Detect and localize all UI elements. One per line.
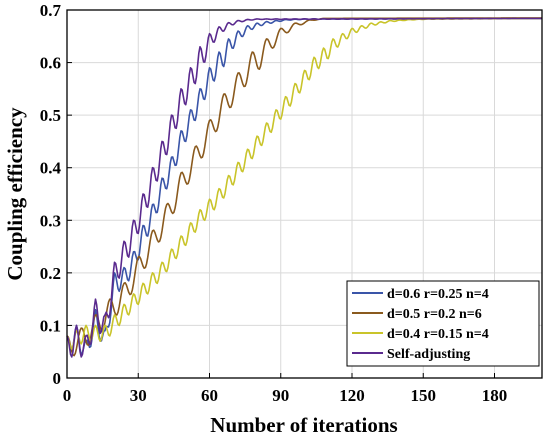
x-tick-label-5: 150 <box>411 386 437 405</box>
x-tick-label-1: 30 <box>130 386 147 405</box>
series-layer <box>66 17 543 358</box>
series-line-3 <box>66 17 542 358</box>
y-tick-label-7: 0.7 <box>40 1 62 20</box>
y-tick-label-6: 0.6 <box>40 54 61 73</box>
x-tick-label-2: 60 <box>201 386 218 405</box>
y-tick-label-3: 0.3 <box>40 211 61 230</box>
legend-label-0: d=0.6 r=0.25 n=4 <box>387 287 489 302</box>
y-tick-label-0: 0 <box>53 369 62 388</box>
y-tick-label-2: 0.2 <box>40 264 61 283</box>
legend-label-3: Self-adjusting <box>387 347 470 362</box>
y-tick-label-5: 0.5 <box>40 106 61 125</box>
y-tick-label-4: 0.4 <box>40 159 62 178</box>
legend-label-1: d=0.5 r=0.2 n=6 <box>387 307 482 322</box>
grid <box>67 10 542 378</box>
y-axis-title: Coupling efficiency <box>3 107 27 281</box>
legend-label-2: d=0.4 r=0.15 n=4 <box>387 327 489 342</box>
x-tick-label-3: 90 <box>272 386 289 405</box>
plot-frame <box>66 9 543 379</box>
x-tick-label-6: 180 <box>482 386 508 405</box>
y-tick-label-1: 0.1 <box>40 316 61 335</box>
ticks: 0 30 60 90 120 150 180 0 0.1 0.2 0.3 0.4 0.5 0.6 0.7 <box>40 1 508 405</box>
x-tick-label-4: 120 <box>339 386 365 405</box>
legend: d=0.6 r=0.25 n=4 d=0.5 r=0.2 n=6 d=0.4 r=0… <box>346 280 540 367</box>
x-axis-title: Number of iterations <box>210 413 397 437</box>
legend-box <box>346 280 540 367</box>
x-tick-label-0: 0 <box>63 386 72 405</box>
